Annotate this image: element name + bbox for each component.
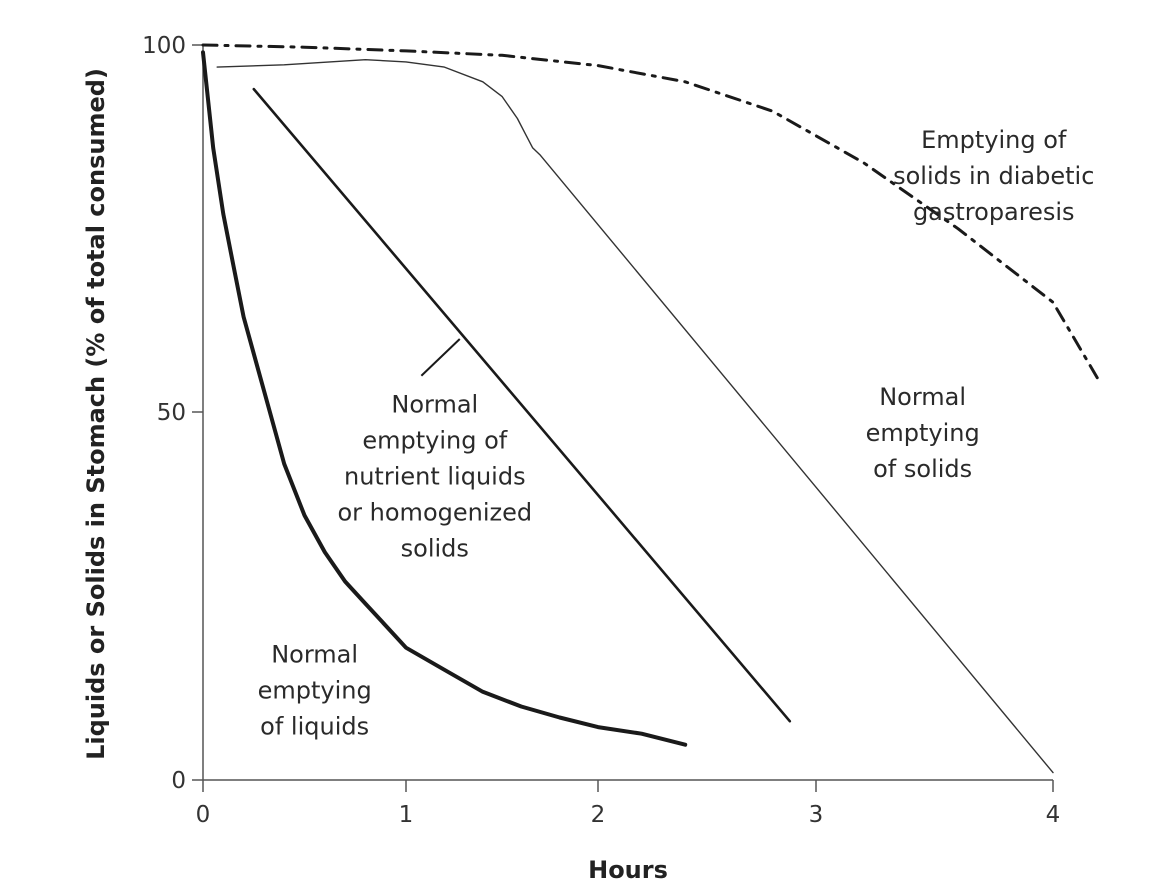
- x-tick-label-4: 4: [1046, 802, 1061, 828]
- annotation-line: solids in diabetic: [893, 162, 1094, 190]
- annotation-line: Normal: [879, 383, 966, 411]
- annotation-leader-line: [420, 338, 461, 377]
- annotation-layer: Emptying of solids in diabetic gastropares…: [258, 126, 1095, 741]
- y-tick-label-0: 0: [171, 768, 186, 794]
- liquids-curve: [201, 50, 688, 747]
- y-tick-label-50: 50: [157, 400, 186, 426]
- series-layer: [201, 43, 1102, 774]
- annotation-normal-solids: Normal emptying of solids: [866, 383, 980, 483]
- y-axis-title: Liquids or Solids in Stomach (% of total…: [82, 68, 110, 760]
- annotation-normal-liquids: Normal emptying of liquids: [258, 640, 372, 740]
- x-tick-label-2: 2: [591, 802, 606, 828]
- annotation-line: nutrient liquids: [344, 463, 526, 491]
- annotation-line: emptying: [866, 419, 980, 447]
- annotation-line: emptying of: [362, 427, 507, 455]
- nutrient-liquids-line: [252, 87, 792, 723]
- annotation-line: Emptying of: [921, 126, 1067, 154]
- y-tick-label-100: 100: [142, 33, 186, 59]
- gastroparesis-curve: [201, 43, 1102, 385]
- annotation-line: of solids: [873, 455, 972, 483]
- x-tick-label-1: 1: [399, 802, 414, 828]
- x-axis-title: Hours: [588, 856, 668, 884]
- annotation-line: Normal: [271, 640, 358, 668]
- annotation-nutrient-liquids: Normal emptying of nutrient liquids or homo…: [337, 391, 532, 563]
- tick-labels: 100 50 0 0 1 2 3 4: [142, 33, 1060, 828]
- annotation-line: gastroparesis: [913, 198, 1075, 226]
- solids-curve: [216, 59, 1054, 774]
- annotation-line: solids: [401, 535, 469, 563]
- annotation-line: Normal: [391, 391, 478, 419]
- x-tick-label-3: 3: [809, 802, 824, 828]
- x-tick-label-0: 0: [196, 802, 211, 828]
- annotation-line: emptying: [258, 676, 372, 704]
- annotation-line: of liquids: [260, 712, 369, 740]
- axes: [192, 44, 1054, 792]
- annotation-line: or homogenized: [337, 499, 532, 527]
- annotation-gastroparesis: Emptying of solids in diabetic gastropares…: [893, 126, 1094, 226]
